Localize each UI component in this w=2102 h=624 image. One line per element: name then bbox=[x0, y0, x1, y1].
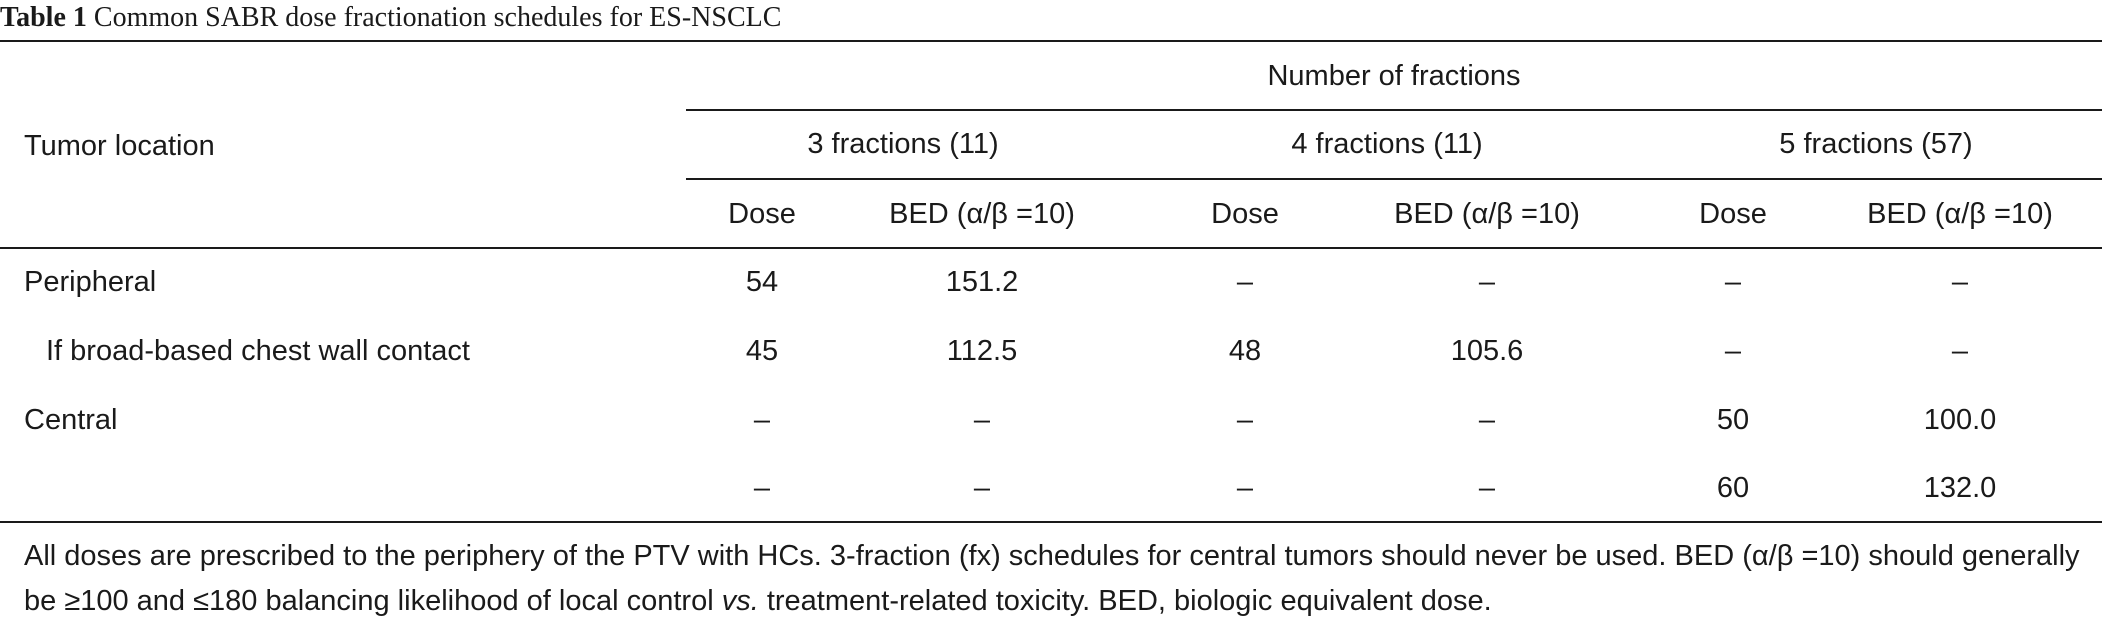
table-cell: – bbox=[1951, 335, 1969, 367]
table-cell: – bbox=[973, 404, 991, 436]
footnote-vs: vs. bbox=[721, 585, 759, 617]
table-cell: 100.0 bbox=[1923, 404, 1997, 436]
table-cell: – bbox=[973, 472, 991, 504]
table-cell: – bbox=[1236, 266, 1254, 298]
table-cell: 151.2 bbox=[945, 266, 1019, 298]
header-bed: BED (α/β =10) bbox=[1394, 198, 1580, 230]
header-group-5fx: 5 fractions (57) bbox=[1779, 128, 1973, 160]
table-cell: 50 bbox=[1716, 404, 1750, 436]
table-cell: – bbox=[753, 472, 771, 504]
table-cell: – bbox=[1724, 335, 1742, 367]
row-label: If broad-based chest wall contact bbox=[46, 335, 470, 367]
table-cell: 105.6 bbox=[1450, 335, 1524, 367]
header-bed: BED (α/β =10) bbox=[1867, 198, 2053, 230]
table-cell: 112.5 bbox=[946, 335, 1018, 367]
table-cell: 48 bbox=[1228, 335, 1262, 367]
table-cell: 132.0 bbox=[1923, 472, 1997, 504]
header-dose: Dose bbox=[1211, 198, 1279, 230]
body-bottom-rule bbox=[0, 521, 2102, 523]
table-cell: – bbox=[1236, 404, 1254, 436]
top-rule bbox=[0, 40, 2102, 42]
row-label: Central bbox=[24, 404, 118, 436]
subgroup-rule bbox=[686, 178, 2102, 180]
footnote-text-end: treatment-related toxicity. BED, biologi… bbox=[758, 585, 1492, 617]
table-cell: – bbox=[1478, 404, 1496, 436]
table-cell: – bbox=[1236, 472, 1254, 504]
group-rule bbox=[686, 109, 2102, 111]
table-cell: – bbox=[1724, 266, 1742, 298]
header-tumor-location: Tumor location bbox=[24, 130, 215, 162]
table-caption: Table 1 Common SABR dose fractionation s… bbox=[0, 0, 781, 36]
table-cell: – bbox=[1478, 472, 1496, 504]
footnote-text: All doses are prescribed to the peripher… bbox=[24, 540, 2080, 617]
table-footnote: All doses are prescribed to the peripher… bbox=[24, 534, 2084, 624]
table-cell: – bbox=[1951, 266, 1969, 298]
header-dose: Dose bbox=[1699, 198, 1767, 230]
header-number-of-fractions: Number of fractions bbox=[1267, 60, 1521, 92]
row-label: Peripheral bbox=[24, 266, 157, 298]
header-bed: BED (α/β =10) bbox=[889, 198, 1075, 230]
header-group-3fx: 3 fractions (11) bbox=[807, 128, 999, 160]
table-cell: – bbox=[1478, 266, 1496, 298]
table-cell: 60 bbox=[1716, 472, 1750, 504]
header-bottom-rule bbox=[0, 247, 2102, 249]
table-cell: 45 bbox=[745, 335, 779, 367]
header-dose: Dose bbox=[728, 198, 796, 230]
header-group-4fx: 4 fractions (11) bbox=[1291, 128, 1483, 160]
table-title: Common SABR dose fractionation schedules… bbox=[93, 2, 782, 33]
table-label: Table 1 bbox=[0, 2, 87, 33]
table-cell: – bbox=[753, 404, 771, 436]
table-cell: 54 bbox=[745, 266, 779, 298]
